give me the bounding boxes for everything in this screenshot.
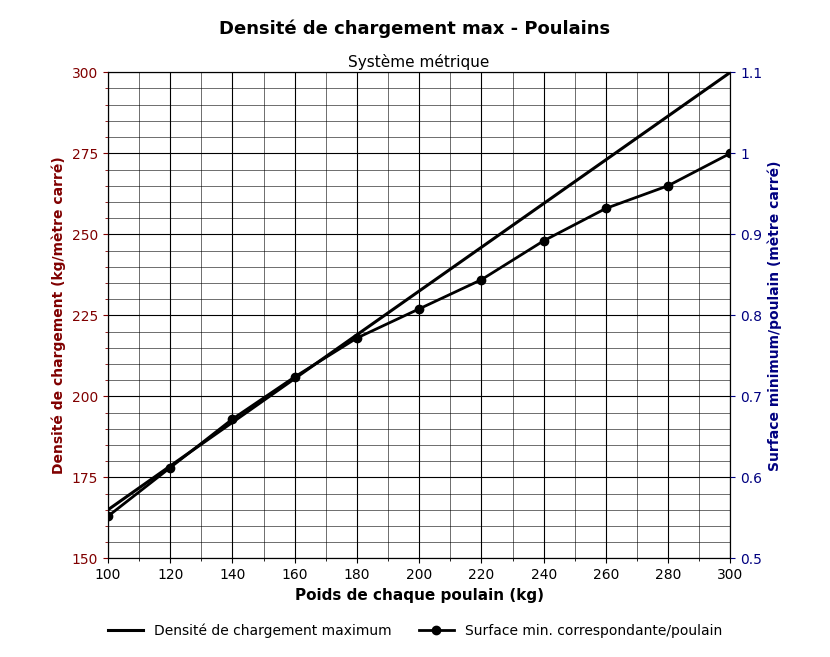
Line: Surface min. correspondante/poulain: Surface min. correspondante/poulain <box>104 149 735 520</box>
Surface min. correspondante/poulain <box>165 464 175 472</box>
Text: Densité de chargement max - Poulains: Densité de chargement max - Poulains <box>219 20 611 38</box>
Surface min. correspondante/poulain <box>227 415 237 423</box>
Y-axis label: Surface minimum/poulain (mètre carré): Surface minimum/poulain (mètre carré) <box>768 160 783 470</box>
Title: Système métrique: Système métrique <box>349 54 490 70</box>
Surface min. correspondante/poulain <box>290 373 300 381</box>
Y-axis label: Densité de chargement (kg/mètre carré): Densité de chargement (kg/mètre carré) <box>51 156 66 474</box>
Surface min. correspondante/poulain <box>601 204 611 212</box>
Surface min. correspondante/poulain <box>103 512 113 520</box>
Surface min. correspondante/poulain <box>476 276 486 284</box>
Surface min. correspondante/poulain <box>725 149 735 157</box>
Legend: Densité de chargement maximum, Surface min. correspondante/poulain: Densité de chargement maximum, Surface m… <box>102 618 728 643</box>
Surface min. correspondante/poulain <box>414 305 424 313</box>
Surface min. correspondante/poulain <box>539 237 549 245</box>
Surface min. correspondante/poulain <box>663 182 673 190</box>
Surface min. correspondante/poulain <box>352 334 362 342</box>
X-axis label: Poids de chaque poulain (kg): Poids de chaque poulain (kg) <box>295 588 544 602</box>
